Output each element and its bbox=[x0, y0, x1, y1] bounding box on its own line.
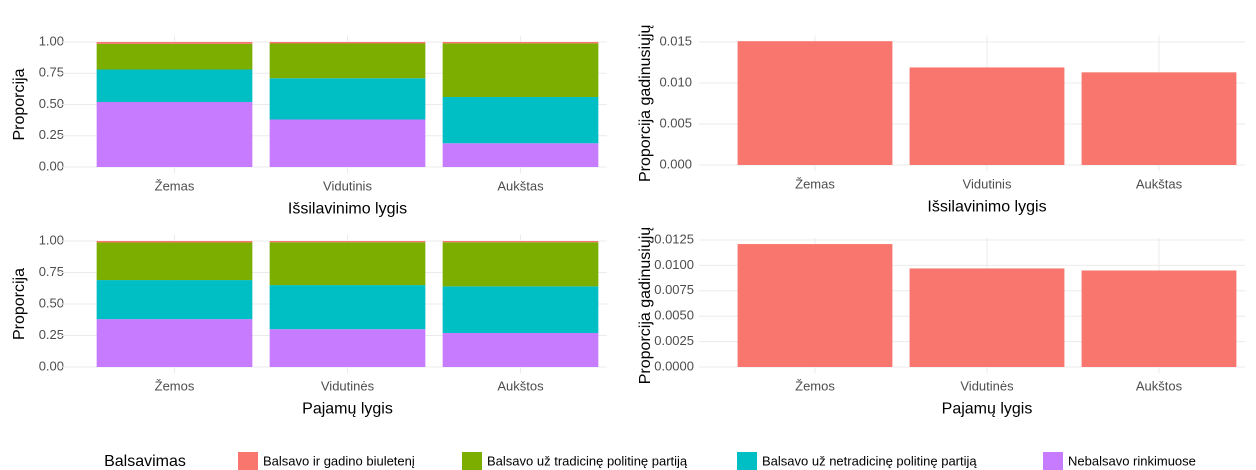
legend-label: Balsavo ir gadino biuletenį bbox=[263, 453, 415, 468]
bar-segment bbox=[96, 69, 253, 102]
bar-segment bbox=[269, 42, 426, 44]
y-axis-title: Proporcija bbox=[11, 268, 28, 340]
y-tick-label: 0.50 bbox=[39, 96, 64, 111]
bar-segment bbox=[96, 241, 253, 243]
bar-segment bbox=[442, 97, 599, 144]
y-tick-label: 0.75 bbox=[39, 65, 64, 80]
bar-segment bbox=[269, 285, 426, 330]
legend-label: Nebalsavo rinkimuose bbox=[1068, 453, 1196, 468]
x-tick-label: Vidutinis bbox=[963, 177, 1012, 192]
x-tick-label: Aukštos bbox=[1136, 379, 1183, 394]
bar-segment bbox=[269, 119, 426, 167]
y-tick-label: 0.015 bbox=[659, 33, 692, 48]
y-tick-label: 0.0125 bbox=[654, 231, 694, 246]
bar bbox=[909, 268, 1065, 368]
bar-segment bbox=[96, 43, 253, 70]
bar-segment bbox=[96, 319, 253, 367]
y-tick-label: 0.010 bbox=[659, 74, 692, 89]
y-tick-label: 1.00 bbox=[39, 232, 64, 247]
bar-segment bbox=[96, 42, 253, 44]
y-axis-title: Proporcija gadinusiųjų bbox=[637, 227, 654, 385]
y-tick-label: 0.0075 bbox=[654, 282, 694, 297]
bar-segment bbox=[269, 329, 426, 367]
legend-label: Balsavo už netradicinę politinę partiją bbox=[762, 453, 977, 468]
x-tick-label: Aukštas bbox=[497, 179, 544, 194]
bar-segment bbox=[442, 42, 599, 44]
bar-segment bbox=[442, 241, 599, 243]
bar-segment bbox=[269, 78, 426, 120]
legend-key bbox=[462, 452, 482, 470]
y-tick-label: 0.50 bbox=[39, 295, 64, 310]
y-axis-title: Proporcija gadinusiųjų bbox=[637, 24, 654, 182]
bar-segment bbox=[269, 242, 426, 286]
bar bbox=[737, 244, 893, 368]
y-tick-label: 0.005 bbox=[659, 115, 692, 130]
x-tick-label: Žemos bbox=[155, 379, 195, 394]
bar-segment bbox=[442, 242, 599, 287]
x-tick-label: Vidutinis bbox=[323, 179, 372, 194]
x-axis-title: Pajamų lygis bbox=[942, 400, 1033, 417]
bar-segment bbox=[269, 241, 426, 243]
x-axis-title: Pajamų lygis bbox=[302, 401, 393, 418]
bar-segment bbox=[442, 43, 599, 97]
x-axis-title: Išsilavinimo lygis bbox=[288, 200, 407, 217]
y-tick-label: 0.0025 bbox=[654, 333, 694, 348]
x-axis-title: Išsilavinimo lygis bbox=[927, 198, 1046, 215]
legend-label: Balsavo už tradicinę politinę partiją bbox=[487, 453, 688, 468]
x-tick-label: Žemas bbox=[795, 177, 835, 192]
legend-key bbox=[1043, 452, 1063, 470]
y-tick-label: 0.75 bbox=[39, 264, 64, 279]
y-tick-label: 0.00 bbox=[39, 358, 64, 373]
x-tick-label: Aukštos bbox=[497, 379, 544, 394]
y-tick-label: 0.000 bbox=[659, 156, 692, 171]
x-tick-label: Žemos bbox=[795, 379, 835, 394]
legend-title: Balsavimas bbox=[104, 453, 186, 470]
bar bbox=[737, 41, 893, 165]
y-axis-title: Proporcija bbox=[11, 68, 28, 140]
bar-segment bbox=[442, 332, 599, 367]
y-tick-label: 0.0100 bbox=[654, 257, 694, 272]
legend-key bbox=[737, 452, 757, 470]
y-tick-label: 0.25 bbox=[39, 127, 64, 142]
y-tick-label: 0.00 bbox=[39, 158, 64, 173]
x-tick-label: Žemas bbox=[155, 179, 195, 194]
y-tick-label: 1.00 bbox=[39, 33, 64, 48]
y-tick-label: 0.0050 bbox=[654, 308, 694, 323]
y-tick-label: 0.25 bbox=[39, 327, 64, 342]
bar-segment bbox=[442, 286, 599, 333]
x-tick-label: Aukštas bbox=[1136, 177, 1183, 192]
bar-segment bbox=[442, 143, 599, 167]
bar bbox=[909, 67, 1065, 165]
bar-segment bbox=[96, 280, 253, 320]
legend-key bbox=[238, 452, 258, 470]
bar-segment bbox=[269, 43, 426, 79]
x-tick-label: Vidutinės bbox=[960, 379, 1014, 394]
bar-segment bbox=[96, 102, 253, 167]
x-tick-label: Vidutinės bbox=[321, 379, 375, 394]
bar bbox=[1081, 72, 1237, 165]
bar bbox=[1081, 270, 1237, 368]
y-tick-label: 0.0000 bbox=[654, 358, 694, 373]
bar-segment bbox=[96, 242, 253, 281]
